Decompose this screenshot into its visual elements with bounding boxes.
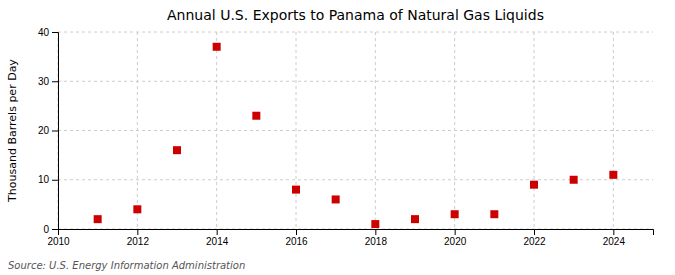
source-note: Source: U.S. Energy Information Administ… <box>8 260 245 271</box>
tick-mark <box>375 229 376 235</box>
x-axis: 2010 2012 2014 2016 2018 2020 2022 2024 <box>47 229 653 247</box>
tick: 2012 <box>127 229 150 247</box>
chart: 2010 2012 2014 2016 2018 2020 2022 2024 0 10 20 30 4… <box>0 0 675 275</box>
tick-label: 20 <box>38 125 50 136</box>
grid-line-x <box>534 32 535 229</box>
point <box>332 195 340 203</box>
axis-line <box>59 230 654 236</box>
tick-label: 2020 <box>444 236 467 247</box>
tick-mark <box>613 229 614 235</box>
point <box>570 176 578 184</box>
tick-label: 2024 <box>603 236 626 247</box>
point <box>252 112 260 120</box>
point <box>133 205 141 213</box>
points <box>94 43 618 228</box>
tick: 2020 <box>444 229 467 247</box>
tick: 2010 <box>47 229 70 247</box>
point <box>292 186 300 194</box>
grid-line-x <box>375 32 376 229</box>
grid-line-x <box>296 32 297 229</box>
grid-line-y <box>58 179 653 180</box>
tick: 2018 <box>365 229 388 247</box>
tick: 2022 <box>523 229 546 247</box>
tick-mark <box>455 229 456 235</box>
tick-label: 2012 <box>127 236 150 247</box>
tick: 2024 <box>603 229 626 247</box>
tick: 30 <box>38 76 58 87</box>
tick-label: 2018 <box>365 236 388 247</box>
title: Annual U.S. Exports to Panama of Natural… <box>167 7 544 23</box>
tick-mark <box>296 229 297 235</box>
tick-mark <box>217 229 218 235</box>
point <box>371 220 379 228</box>
tick-label: 2016 <box>285 236 308 247</box>
tick: 2014 <box>206 229 229 247</box>
tick-label: 10 <box>38 174 50 185</box>
point <box>213 43 221 51</box>
tick-label: 2010 <box>47 236 70 247</box>
point <box>530 181 538 189</box>
grid-line-x <box>454 32 455 229</box>
point <box>451 210 459 218</box>
point <box>173 146 181 154</box>
grid-line-y <box>58 130 653 131</box>
point <box>411 215 419 223</box>
tick-mark <box>52 81 58 82</box>
point <box>609 171 617 179</box>
tick: 20 <box>38 125 58 136</box>
tick: 10 <box>38 174 58 185</box>
tick-label: 2014 <box>206 236 229 247</box>
grid-line-x <box>137 32 138 229</box>
tick-label: 30 <box>38 76 50 87</box>
tick-label: 40 <box>38 27 50 38</box>
tick-mark <box>52 180 58 181</box>
tick: 40 <box>38 27 58 38</box>
plot: 2010 2012 2014 2016 2018 2020 2022 2024 0 10 20 30 4… <box>38 27 654 247</box>
tick: 0 <box>43 224 58 235</box>
axis-line <box>52 33 59 230</box>
grid-line-y <box>58 81 653 82</box>
tick-mark <box>52 32 58 33</box>
tick-mark <box>137 229 138 235</box>
y-axis-label: Thousand Barrels per Day <box>6 59 19 203</box>
grid-line-x <box>216 32 217 229</box>
grid <box>58 32 653 229</box>
tick-mark <box>534 229 535 235</box>
grid-line-x <box>613 32 614 229</box>
y-axis: 0 10 20 30 40 <box>38 27 59 235</box>
tick-mark <box>52 131 58 132</box>
tick-label: 2022 <box>523 236 546 247</box>
tick-mark <box>52 229 58 230</box>
tick: 2016 <box>285 229 308 247</box>
point <box>490 210 498 218</box>
point <box>94 215 102 223</box>
tick-label: 0 <box>43 224 49 235</box>
grid-line-y <box>58 32 653 33</box>
